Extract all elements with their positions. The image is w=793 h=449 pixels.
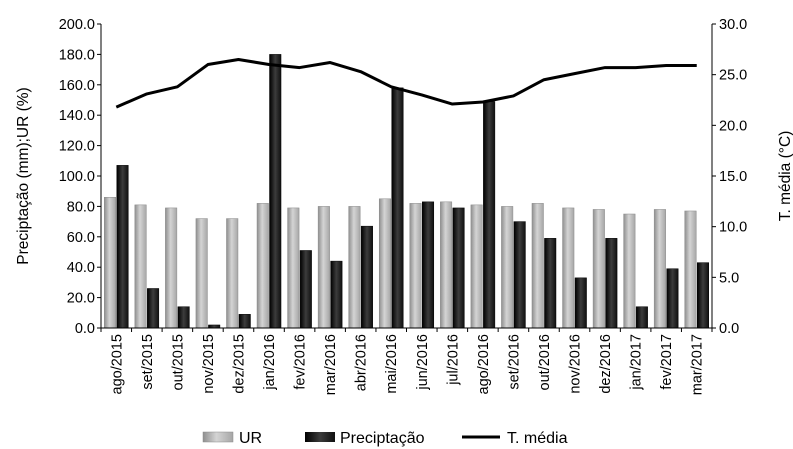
left-tick-label: 120.0: [59, 139, 95, 155]
left-tick-label: 80.0: [67, 199, 95, 215]
x-tick-label: abr/2016: [354, 334, 370, 391]
legend-label-t-media: T. média: [507, 430, 568, 447]
x-tick-label: dez/2016: [598, 334, 614, 394]
x-tick-label: jun/2016: [415, 334, 431, 391]
x-tick-label: out/2015: [170, 334, 186, 390]
y2-axis-title: T. média (°C): [777, 131, 793, 222]
bar-ur-2: [165, 207, 178, 329]
bar-preciptacao-8: [360, 225, 373, 329]
line-layer: [115, 57, 697, 109]
right-tick-label: 30.0: [719, 17, 747, 33]
bar-preciptacao-0: [116, 165, 129, 329]
bar-preciptacao-16: [605, 238, 618, 329]
x-tick-label: mai/2016: [384, 334, 400, 394]
left-axis-ticks: 0.0 20.0 40.0 60.0 80.0 100.0 120.0 140.0 160.0 1…: [59, 17, 101, 337]
right-tick-label: 5.0: [719, 270, 739, 286]
bar-ur-17: [623, 213, 636, 329]
bar-preciptacao-7: [330, 260, 343, 329]
x-tick-label: fev/2016: [293, 334, 309, 390]
bar-ur-4: [226, 218, 239, 329]
x-tick-label: set/2015: [140, 334, 156, 390]
line-t-media: [115, 57, 697, 109]
bar-ur-6: [287, 207, 300, 329]
right-tick-label: 15.0: [719, 169, 747, 185]
bar-ur-10: [409, 203, 422, 329]
bar-preciptacao-10: [422, 201, 435, 329]
left-tick-label: 100.0: [59, 169, 95, 185]
bar-ur-0: [104, 197, 117, 329]
left-tick-label: 0.0: [75, 321, 95, 337]
bar-preciptacao-15: [574, 277, 587, 329]
bar-preciptacao-11: [452, 207, 465, 329]
bar-preciptacao-17: [635, 306, 648, 329]
bar-preciptacao-9: [391, 87, 404, 329]
bar-preciptacao-12: [483, 101, 496, 329]
left-tick-label: 160.0: [59, 78, 95, 94]
x-tick-label: nov/2016: [568, 334, 584, 394]
left-tick-label: 60.0: [67, 230, 95, 246]
bar-ur-11: [440, 201, 453, 329]
right-tick-label: 0.0: [719, 321, 739, 337]
bar-preciptacao-4: [238, 314, 251, 329]
left-tick-label: 140.0: [59, 108, 95, 124]
bar-ur-18: [653, 209, 666, 329]
bar-ur-12: [470, 204, 483, 329]
x-tick-label: ago/2016: [476, 334, 492, 394]
bar-preciptacao-2: [177, 306, 190, 329]
x-tick-label: mar/2016: [323, 334, 339, 395]
bar-preciptacao-6: [299, 250, 312, 329]
bar-preciptacao-19: [696, 262, 709, 329]
bar-ur-8: [348, 206, 361, 329]
x-tick-label: out/2016: [537, 334, 553, 390]
left-tick-label: 180.0: [59, 47, 95, 63]
right-axis-ticks: 0.0 5.0 10.0 15.0 20.0 25.0 30.0: [712, 17, 747, 337]
x-tick-label: jul/2016: [445, 334, 461, 386]
bar-ur-5: [256, 203, 269, 329]
legend-swatch-ur: [202, 431, 234, 443]
bar-preciptacao-18: [666, 268, 679, 329]
right-tick-label: 25.0: [719, 68, 747, 84]
axes: [100, 24, 713, 329]
legend-label-preciptacao: Preciptação: [340, 430, 425, 447]
x-tick-label: dez/2015: [231, 334, 247, 394]
bar-ur-15: [562, 207, 575, 329]
bar-ur-16: [592, 209, 605, 329]
bar-preciptacao-13: [513, 221, 526, 329]
bar-preciptacao-1: [147, 288, 160, 329]
x-tick-label: fev/2017: [659, 334, 675, 390]
x-tick-label: mar/2017: [690, 334, 706, 395]
bar-layer: [104, 54, 709, 329]
left-tick-label: 200.0: [59, 17, 95, 33]
bar-preciptacao-5: [269, 54, 282, 329]
legend-swatch-preciptacao: [305, 432, 335, 442]
x-tick-label: set/2016: [506, 334, 522, 390]
bar-ur-19: [684, 210, 697, 329]
x-tick-label: nov/2015: [201, 334, 217, 394]
left-tick-label: 40.0: [67, 260, 95, 276]
bar-preciptacao-14: [544, 238, 557, 329]
left-tick-label: 20.0: [67, 291, 95, 307]
bar-ur-14: [531, 203, 544, 329]
x-axis-ticks: ago/2015 set/2015 out/2015 nov/2015 dez/2015…: [100, 328, 713, 395]
x-tick-label: jan/2016: [262, 334, 278, 391]
legend-label-ur: UR: [239, 430, 262, 447]
legend: UR Preciptação T. média: [202, 430, 568, 447]
bar-ur-1: [134, 204, 147, 329]
right-tick-label: 10.0: [719, 220, 747, 236]
bar-ur-7: [317, 206, 330, 329]
bar-ur-13: [501, 206, 514, 329]
right-tick-label: 20.0: [719, 118, 747, 134]
bar-ur-3: [195, 218, 208, 329]
x-tick-label: ago/2015: [109, 334, 125, 394]
y-axis-title: Preciptação (mm);UR (%): [15, 87, 32, 264]
bar-ur-9: [378, 198, 391, 329]
x-tick-label: jan/2017: [629, 334, 645, 391]
